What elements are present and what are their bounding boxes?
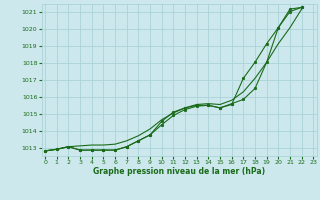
X-axis label: Graphe pression niveau de la mer (hPa): Graphe pression niveau de la mer (hPa) [93,167,265,176]
